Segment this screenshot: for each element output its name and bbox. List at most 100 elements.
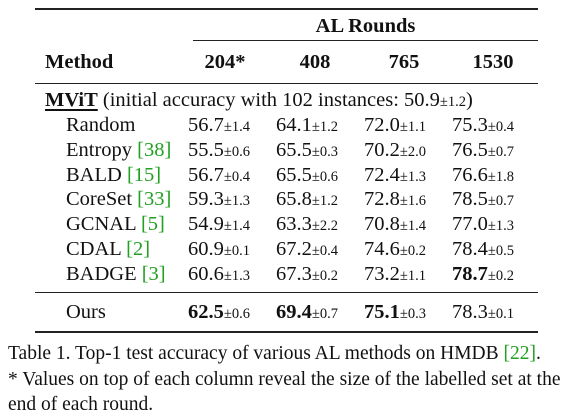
method-name: BADGE [3] (66, 262, 166, 286)
value-std: ±0.3 (399, 306, 426, 322)
citation-link[interactable]: [38] (137, 138, 172, 161)
value-cell: 77.0±1.3 (452, 212, 514, 238)
value-mean: 77.0 (452, 213, 488, 236)
method-header: Method (45, 51, 114, 73)
value-std: ±1.2 (311, 193, 338, 210)
caption-text: Table 1. Top-1 test accuracy of various … (8, 343, 504, 364)
value-mean: 65.5 (276, 138, 312, 161)
citation-link[interactable]: [2] (126, 238, 151, 260)
ours-rule (35, 292, 538, 293)
value-cell: 76.6±1.8 (452, 163, 514, 189)
value-cell: 75.3±0.4 (452, 113, 514, 139)
method-name: CDAL [2] (66, 237, 150, 261)
value-mean: 59.3 (188, 188, 224, 211)
value-mean: 70.2 (364, 138, 400, 161)
method-name: BALD [15] (66, 163, 161, 187)
value-mean: 60.9 (188, 238, 224, 260)
value-std: ±0.3 (311, 143, 338, 160)
value-cell: 72.4±1.3 (364, 163, 426, 189)
method-name: CoreSet [33] (66, 187, 171, 211)
value-mean: 67.2 (276, 238, 312, 260)
value-cell: 74.6±0.2 (364, 237, 426, 263)
value-std: ±0.4 (487, 119, 514, 135)
value-std: ±1.3 (487, 218, 514, 235)
value-cell: 78.3±0.1 (452, 300, 514, 326)
value-std: ±1.6 (399, 193, 426, 210)
value-cell: 65.8±1.2 (276, 187, 338, 213)
value-cell: 75.1±0.3 (364, 300, 426, 326)
column-header-408: 408 (299, 51, 331, 73)
method-label: GCNAL (66, 213, 136, 236)
value-cell: 76.5±0.7 (452, 138, 514, 164)
citation-link[interactable]: [5] (140, 213, 165, 236)
value-cell: 56.7±1.4 (188, 113, 250, 139)
value-cell: 54.9±1.4 (188, 212, 250, 238)
group-underline (193, 40, 538, 41)
value-cell: 65.5±0.6 (276, 163, 338, 189)
method-label: Entropy (66, 138, 133, 161)
column-header-204: 204* (204, 51, 246, 73)
caption-end: . (536, 343, 541, 364)
value-cell: 63.3±2.2 (276, 212, 338, 238)
value-cell: 62.5±0.6 (188, 300, 250, 326)
value-mean: 65.5 (276, 163, 312, 186)
caption-cite-link[interactable]: [22] (503, 343, 537, 364)
value-std: ±1.8 (487, 168, 514, 185)
value-cell: 72.8±1.6 (364, 187, 426, 213)
value-cell: 73.2±1.1 (364, 262, 426, 288)
value-cell: 55.5±0.6 (188, 138, 250, 164)
value-cell: 78.4±0.5 (452, 237, 514, 263)
value-mean: 72.0 (364, 114, 400, 136)
value-std: ±1.2 (311, 119, 338, 135)
section-title-mvit: MViT (45, 89, 98, 111)
value-cell: 56.7±0.4 (188, 163, 250, 189)
value-std: ±2.0 (399, 143, 426, 160)
value-mean: 76.5 (452, 138, 488, 161)
table-caption: Table 1. Top-1 test accuracy of various … (8, 341, 584, 366)
value-std: ±0.7 (311, 306, 338, 322)
value-std: ±0.2 (487, 267, 514, 284)
value-mean: 65.8 (276, 188, 312, 211)
caption-note: * Values on top of each column reveal th… (8, 369, 561, 415)
value-std: ±0.1 (487, 306, 514, 322)
value-mean: 78.7 (452, 262, 488, 285)
value-mean: 78.3 (452, 301, 488, 323)
value-cell: 64.1±1.2 (276, 113, 338, 139)
value-mean: 56.7 (188, 114, 224, 136)
column-header-765: 765 (388, 51, 420, 73)
value-mean: 78.4 (452, 238, 488, 260)
method-label: Random (66, 114, 136, 136)
group-header-al-rounds: AL Rounds (315, 15, 416, 37)
section-note-suffix: ) (466, 89, 473, 111)
value-mean: 62.5 (188, 301, 224, 323)
citation-link[interactable]: [33] (137, 188, 172, 211)
section-note-pm: ±1.2 (439, 94, 466, 110)
value-cell: 72.0±1.1 (364, 113, 426, 139)
value-std: ±0.2 (399, 243, 426, 259)
value-cell: 60.9±0.1 (188, 237, 250, 263)
section-note-prefix: (initial accuracy with 102 instances: (102, 89, 405, 111)
citation-link[interactable]: [3] (141, 262, 166, 285)
value-mean: 70.8 (364, 213, 400, 236)
value-std: ±0.4 (223, 168, 250, 185)
value-mean: 74.6 (364, 238, 400, 260)
value-std: ±0.1 (223, 243, 250, 259)
value-std: ±0.2 (311, 267, 338, 284)
value-std: ±2.2 (311, 218, 338, 235)
method-label: BALD (66, 163, 122, 186)
value-std: ±1.1 (399, 119, 426, 135)
value-mean: 75.1 (364, 301, 400, 323)
value-std: ±0.6 (223, 143, 250, 160)
value-std: ±1.3 (223, 267, 250, 284)
value-cell: 67.2±0.4 (276, 237, 338, 263)
method-label: CDAL (66, 238, 122, 260)
value-mean: 54.9 (188, 213, 224, 236)
value-cell: 65.5±0.3 (276, 138, 338, 164)
value-std: ±1.4 (399, 218, 426, 235)
value-mean: 60.6 (188, 262, 224, 285)
value-cell: 78.7±0.2 (452, 262, 514, 288)
citation-link[interactable]: [15] (126, 163, 162, 186)
method-label: CoreSet (66, 188, 133, 211)
value-mean: 76.6 (452, 163, 488, 186)
